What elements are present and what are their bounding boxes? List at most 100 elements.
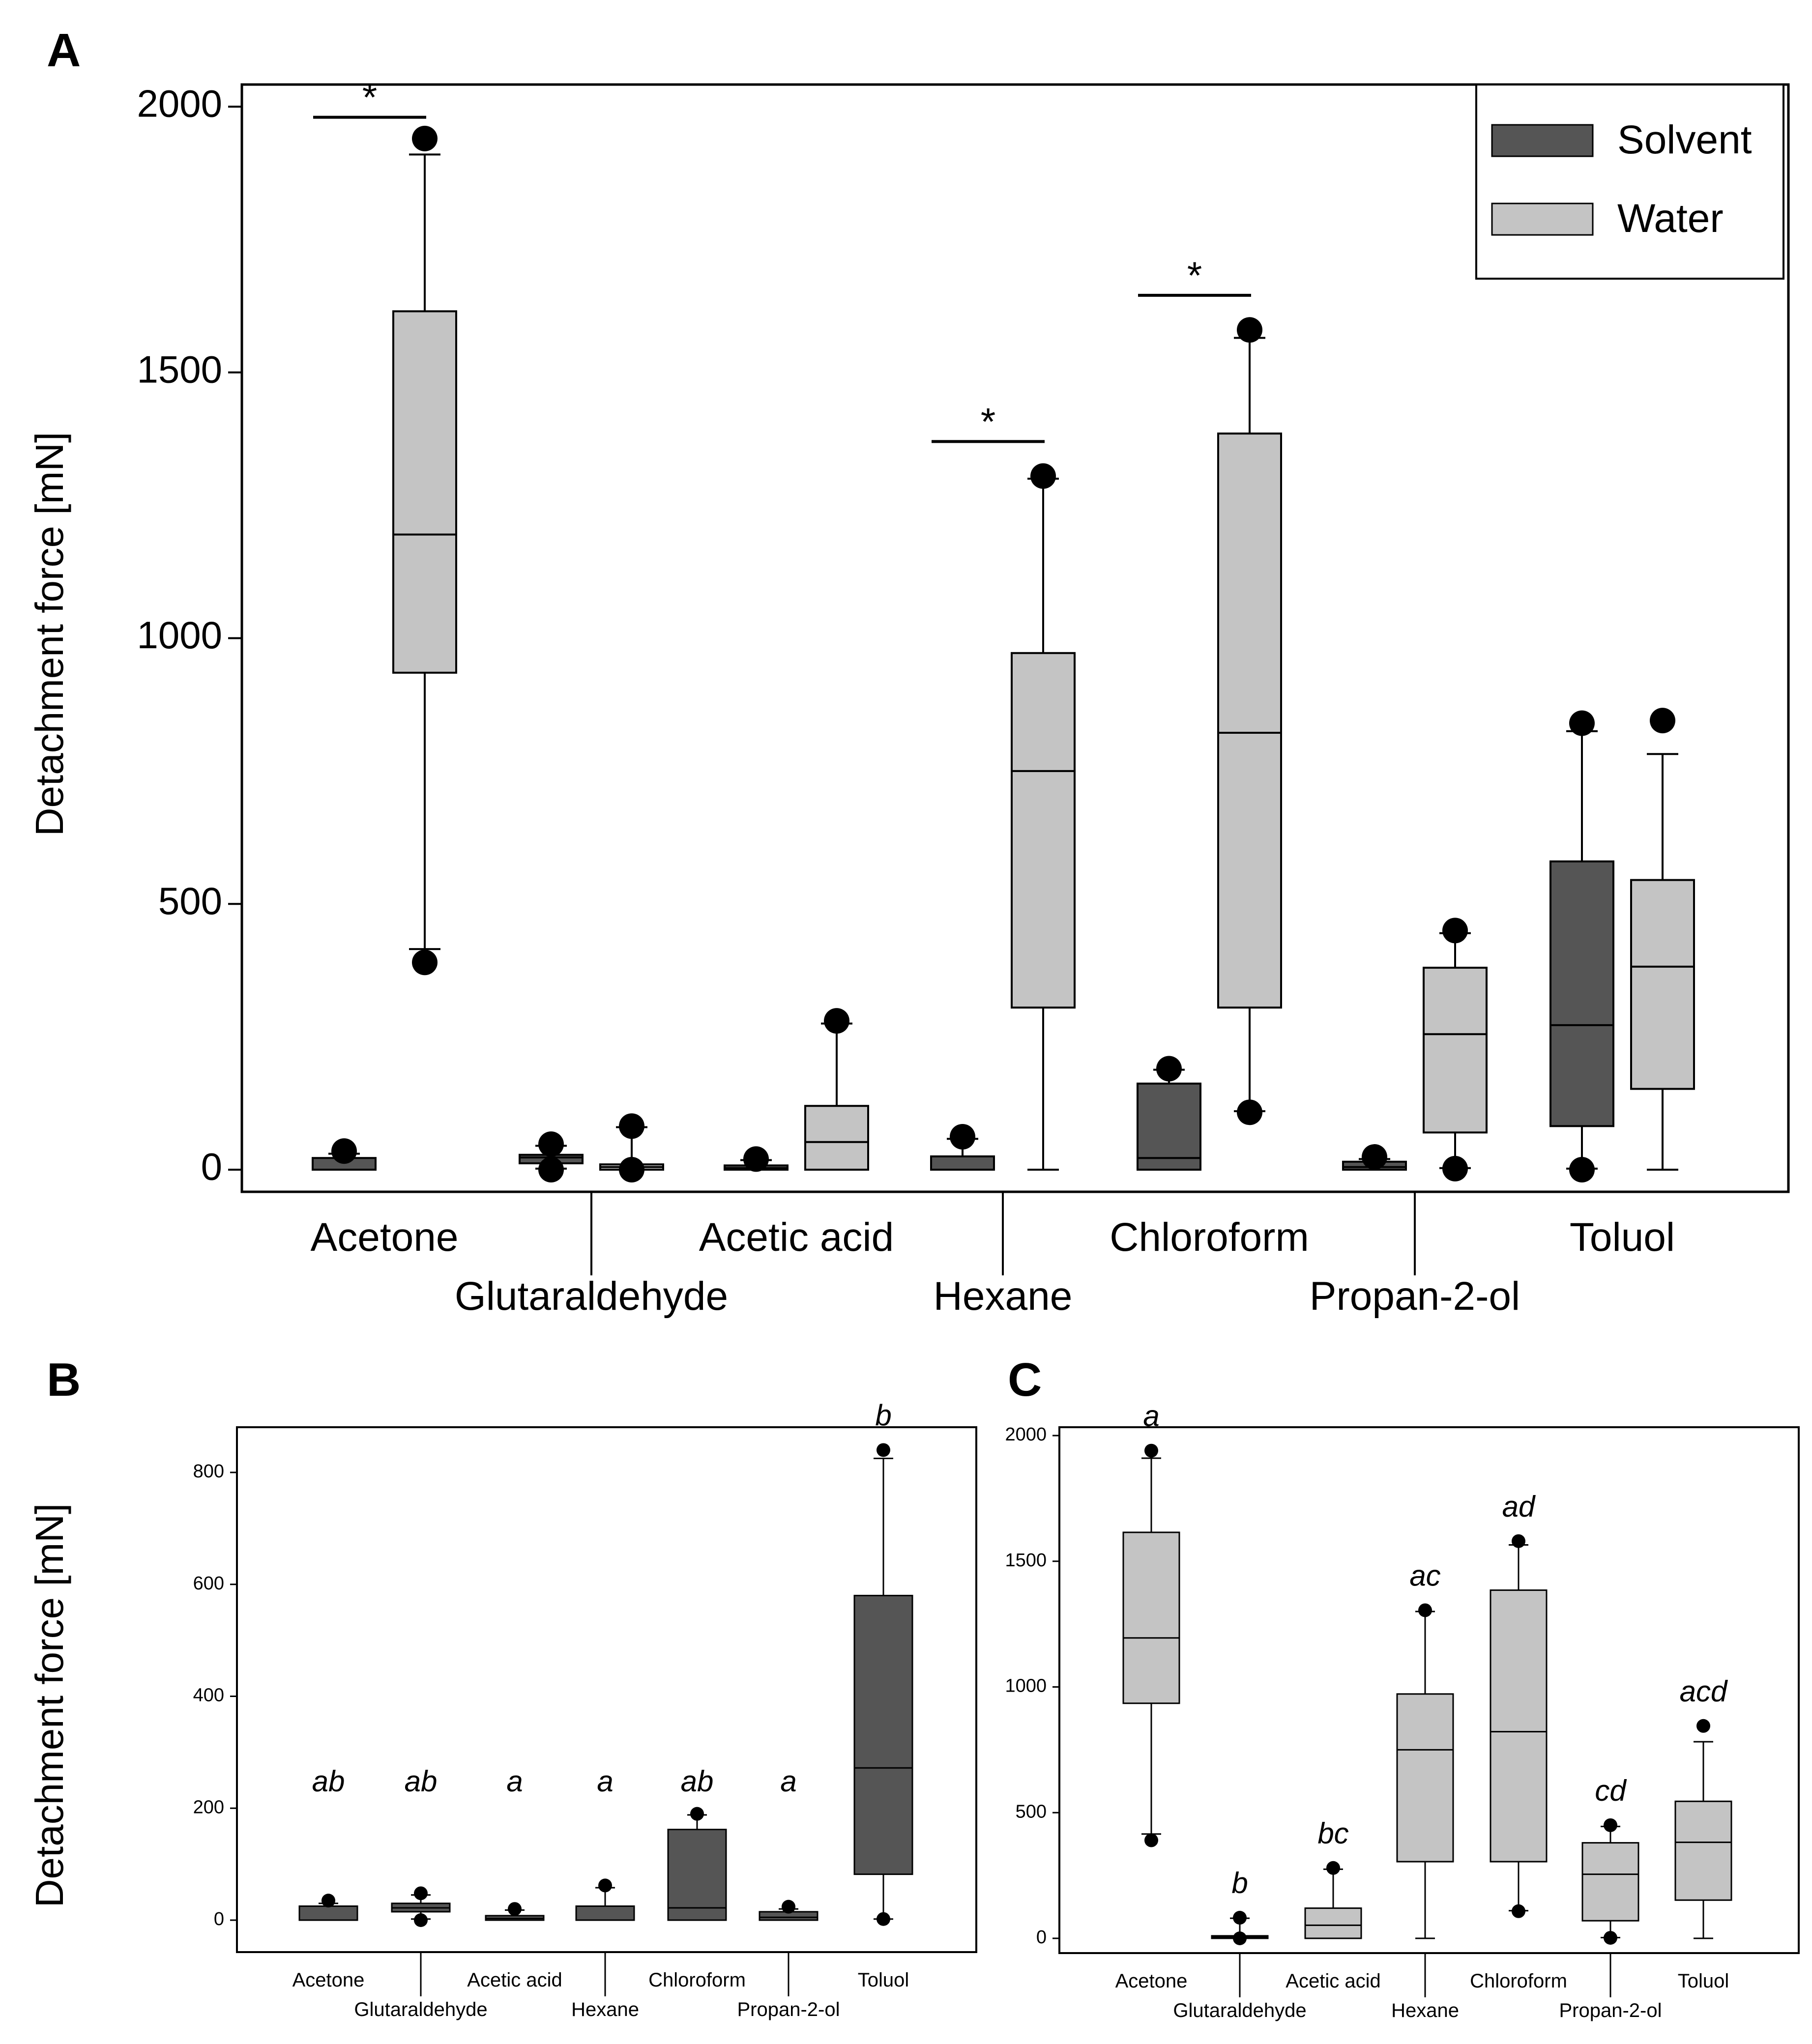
x-category-label-toluol: Toluol [1678,1970,1729,1992]
significance-letter-acetone: ab [312,1765,345,1798]
box-water-toluol [1674,1800,1732,1901]
plot-a: 0 500 1000 1500 2000 Acetone Glutaraldehyde Ace… [137,76,1695,1319]
outlier-point-water-toluol [1696,1719,1710,1733]
outlier-point-water-toluol [1650,708,1675,734]
x-category-label-glutaraldehyde: Glutaraldehyde [1173,2000,1306,2021]
box-water-chloroform [1490,1589,1548,1863]
significance-letter-hexane: ac [1409,1559,1440,1592]
box-solvent-chloroform [667,1829,727,1921]
x-category-label-hexane: Hexane [934,1274,1073,1319]
outlier-point-water-acetone [1144,1833,1158,1847]
box-water-hexane [1396,1693,1454,1863]
outlier-point-water-chloroform [1512,1534,1525,1548]
x-category-label-hexane: Hexane [1391,2000,1459,2021]
plot-frame-c [1058,1426,1800,1954]
box-water-acetone [392,310,457,674]
legend-label-water: Water [1617,196,1724,241]
outlier-point-water-propan-2-ol [1604,1818,1617,1832]
outlier-point-solvent-hexane [950,1123,975,1150]
outlier-point-solvent-acetic-acid [743,1146,769,1172]
outlier-point-solvent-toluol [1569,710,1595,736]
x-category-label-toluol: Toluol [1570,1215,1675,1260]
outlier-point-solvent-glutaraldehyde [538,1131,564,1157]
outlier-point-water-acetone [412,950,438,976]
significance-letter-toluol: acd [1680,1675,1728,1708]
y-axis-label-b: Detachment force [mN] [28,1503,71,1908]
plot-c: 0 500 1000 1500 2000 Acetone Glutaraldehyde Ace… [1005,1400,1732,2021]
outlier-point-solvent-chloroform [1156,1056,1182,1082]
outlier-point-solvent-acetone [321,1894,335,1908]
outlier-point-solvent-toluol [1569,1157,1595,1182]
y-tick-label: 0 [1036,1927,1047,1948]
x-category-label-propan-2-ol: Propan-2-ol [737,1999,840,2020]
y-tick-label: 500 [158,879,222,922]
significance-letter-propan-2-ol: a [780,1765,796,1798]
outlier-point-solvent-glutaraldehyde [414,1913,428,1927]
outlier-point-solvent-toluol [877,1443,890,1457]
legend-swatch-solvent [1491,124,1594,157]
outlier-point-solvent-glutaraldehyde [414,1886,428,1900]
y-tick-label: 0 [201,1145,222,1188]
y-tick-label: 1000 [1005,1676,1047,1697]
outlier-point-water-propan-2-ol [1442,1155,1468,1181]
x-category-label-hexane: Hexane [571,1999,639,2020]
outlier-point-solvent-propan-2-ol [782,1900,795,1914]
significance-letter-glutaraldehyde: ab [405,1765,438,1798]
y-tick-label: 200 [193,1797,224,1817]
legend-swatch-water [1491,202,1594,236]
significance-star-hexane: * [981,400,995,443]
box-solvent-toluol [853,1595,913,1875]
significance-letter-chloroform: ad [1502,1490,1536,1523]
x-category-label-propan-2-ol: Propan-2-ol [1310,1274,1520,1319]
x-category-label-acetone: Acetone [292,1969,365,1991]
x-category-label-chloroform: Chloroform [648,1969,746,1991]
outlier-point-water-acetic-acid [824,1008,849,1034]
significance-letter-chloroform: ab [681,1765,714,1798]
box-water-propan-2-ol [1581,1842,1639,1922]
y-tick-label: 1000 [137,613,222,657]
y-axis-label-a: Detachment force [mN] [28,432,71,836]
x-category-label-toluol: Toluol [858,1969,909,1991]
box-water-acetic-acid [1304,1907,1362,1939]
x-category-label-glutaraldehyde: Glutaraldehyde [354,1999,487,2020]
box-water-acetic-acid [804,1105,869,1171]
panel-label-c: C [1008,1353,1042,1406]
x-category-label-acetic-acid: Acetic acid [467,1969,562,1991]
legend-frame [1475,84,1784,280]
legend-a: Solvent Water [1475,84,1784,280]
significance-letter-acetic-acid: bc [1317,1817,1348,1850]
outlier-point-water-acetone [1144,1443,1158,1458]
outlier-point-solvent-acetone [331,1138,357,1164]
outlier-point-water-hexane [1418,1603,1432,1617]
y-tick-label: 0 [214,1909,224,1929]
outlier-point-water-hexane [1030,463,1056,489]
significance-star-chloroform: * [1187,254,1202,297]
box-water-hexane [1011,652,1076,1009]
outlier-point-solvent-hexane [598,1878,612,1893]
box-solvent-acetone [298,1905,358,1921]
outlier-point-solvent-glutaraldehyde [538,1157,564,1182]
x-category-label-chloroform: Chloroform [1110,1215,1309,1260]
panel-label-a: A [47,24,81,77]
y-tick-label: 500 [1016,1801,1047,1822]
outlier-point-water-glutaraldehyde [619,1113,644,1139]
y-tick-label: 2000 [1005,1424,1047,1445]
y-tick-label: 1500 [137,347,222,391]
outlier-point-water-acetone [412,125,438,151]
box-solvent-chloroform [1137,1082,1201,1171]
x-category-label-acetone: Acetone [1115,1970,1188,1992]
significance-letter-propan-2-ol: cd [1595,1774,1627,1807]
box-water-propan-2-ol [1423,967,1488,1134]
panel-label-b: B [47,1353,81,1406]
significance-letter-acetone: a [1143,1400,1159,1433]
outlier-point-water-glutaraldehyde [1233,1911,1247,1925]
x-category-label-acetic-acid: Acetic acid [1286,1970,1380,1992]
outlier-point-water-chloroform [1237,317,1262,343]
outlier-point-solvent-propan-2-ol [1362,1144,1387,1170]
box-solvent-hexane [930,1155,995,1171]
y-tick-label: 600 [193,1573,224,1594]
significance-letter-glutaraldehyde: b [1231,1867,1248,1900]
outlier-point-water-propan-2-ol [1442,918,1468,944]
outlier-point-water-chloroform [1237,1099,1262,1125]
